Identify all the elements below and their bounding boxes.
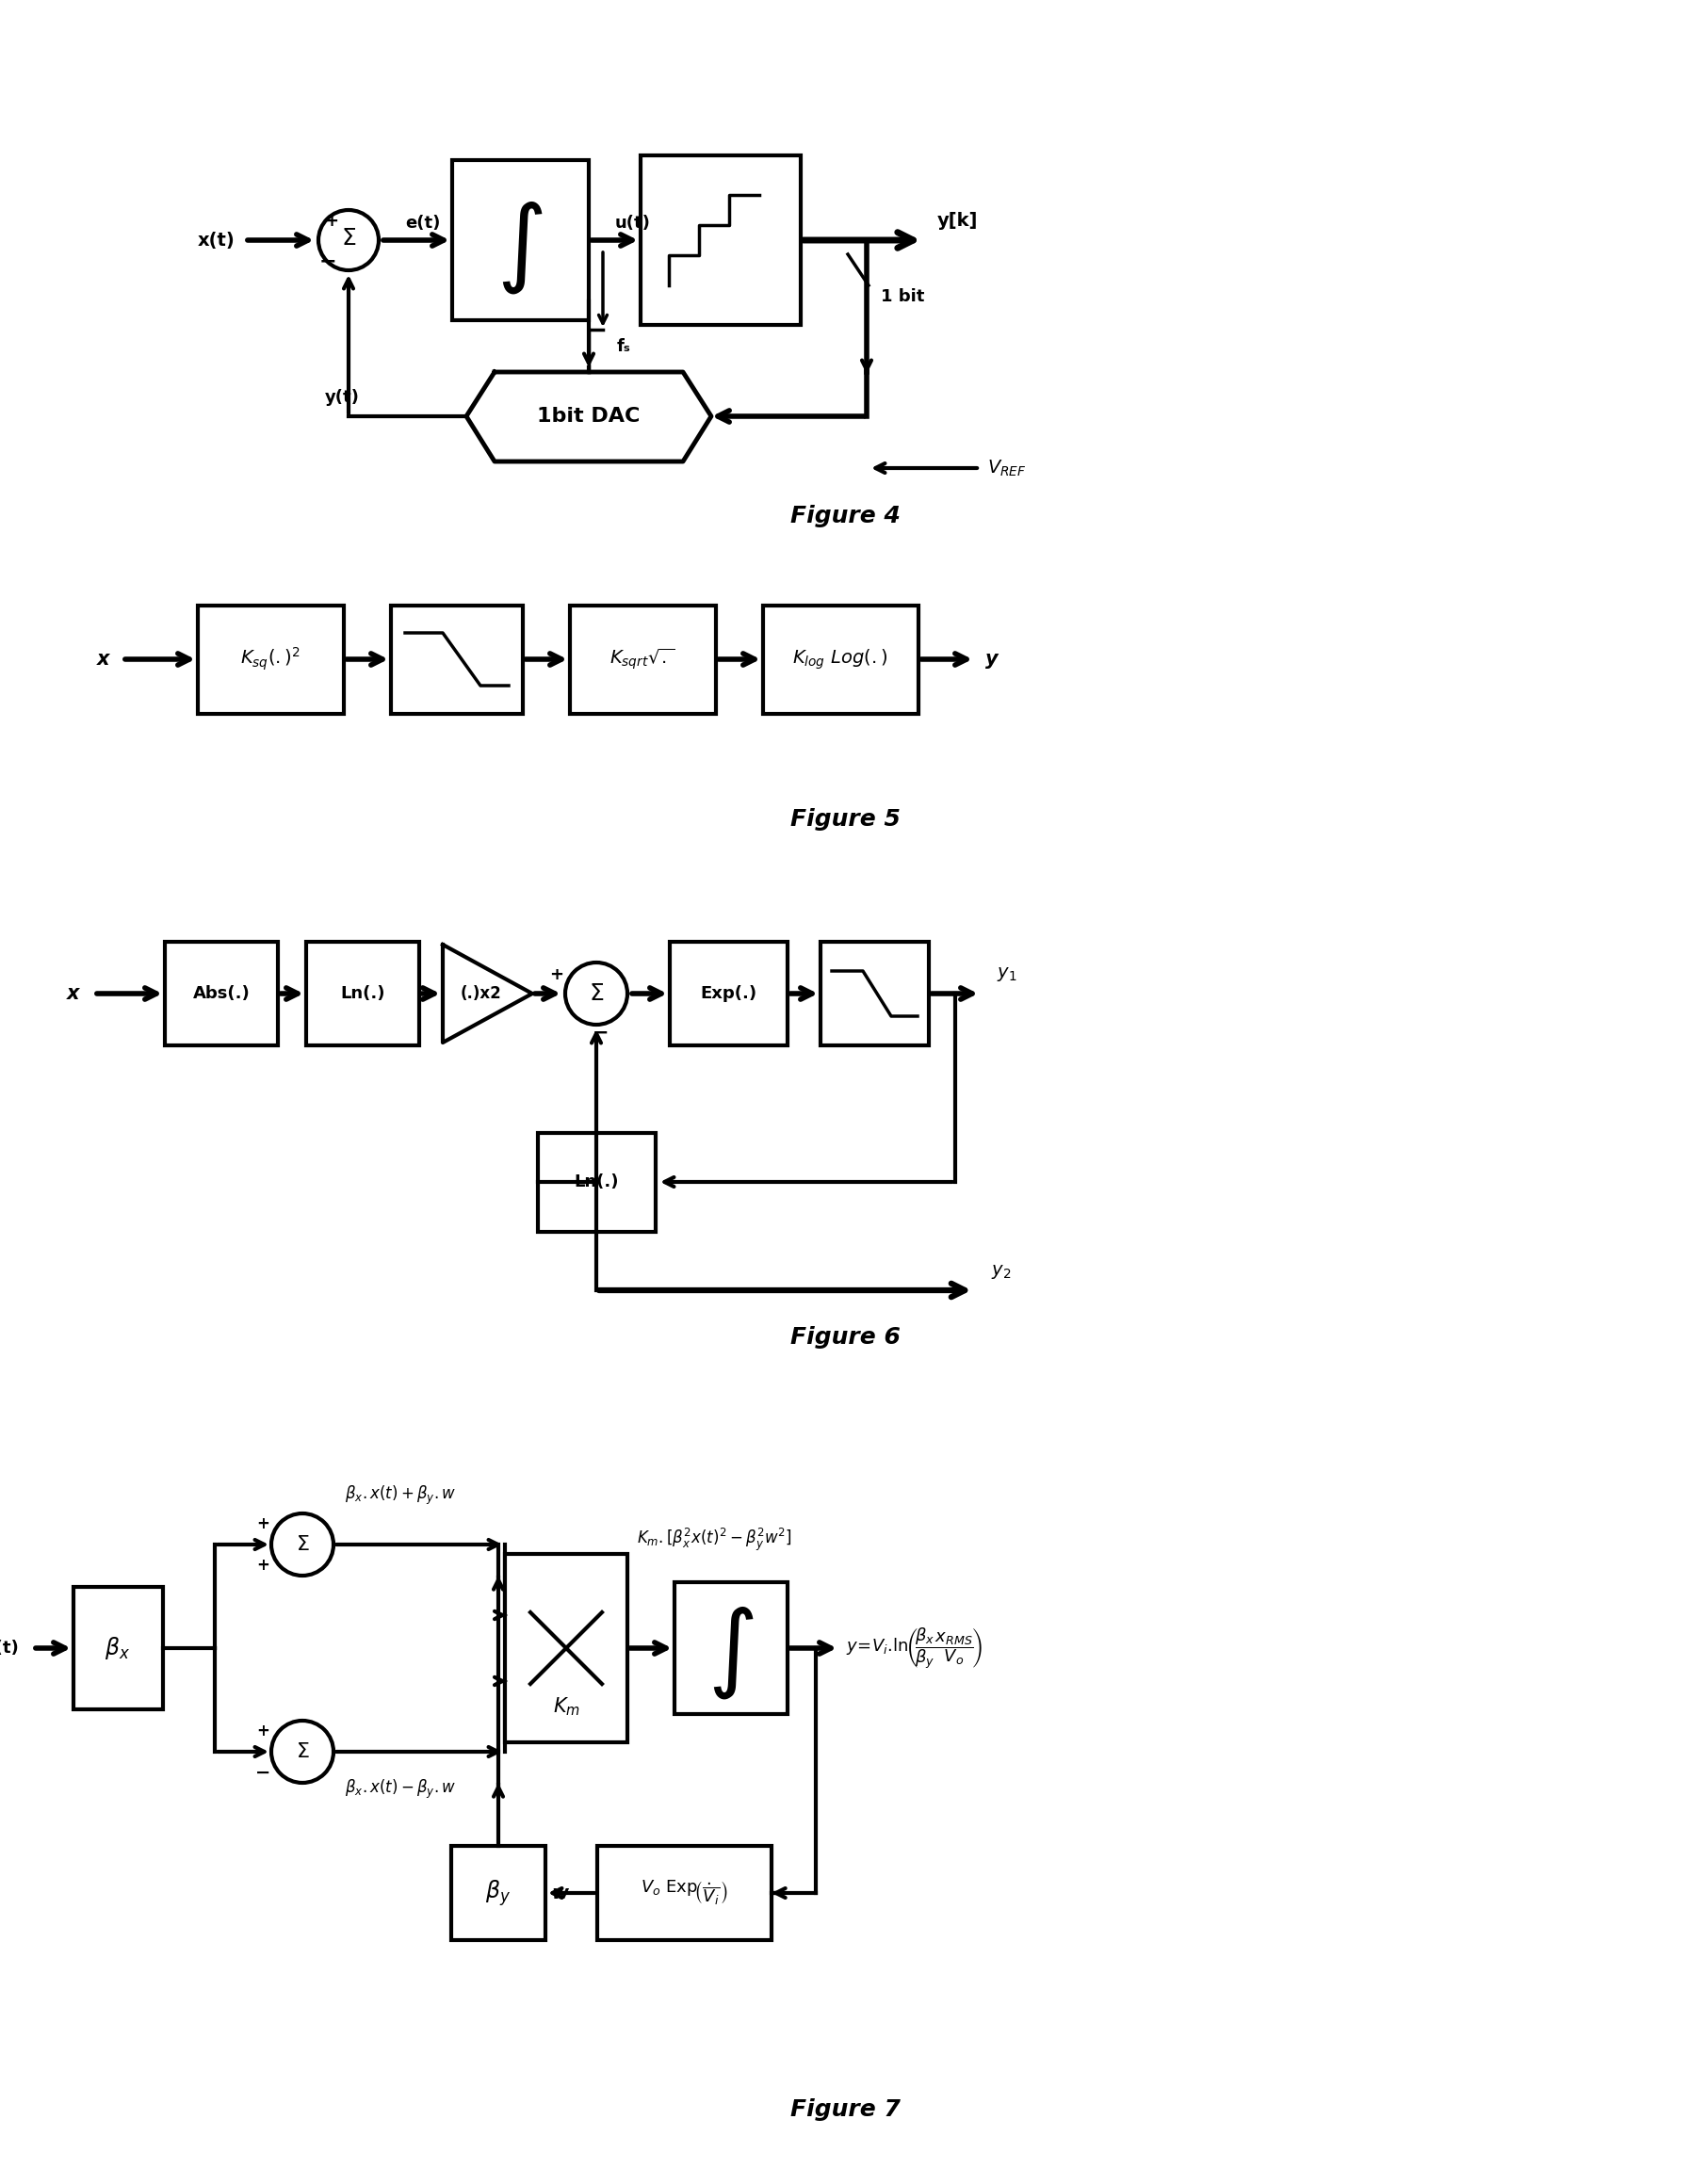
Text: $\Sigma$: $\Sigma$ bbox=[341, 227, 357, 249]
Bar bbox=[73, 1588, 162, 1710]
Bar bbox=[641, 155, 801, 325]
Text: u(t): u(t) bbox=[615, 214, 651, 232]
Text: $K_{log}\ Log(.)$: $K_{log}\ Log(.)$ bbox=[793, 646, 887, 670]
Text: Figure 4: Figure 4 bbox=[789, 505, 901, 526]
Bar bbox=[166, 941, 277, 1046]
Text: $y\!=\!V_i.\!\ln\!\!\left(\!\dfrac{\beta_x}{\beta_y}\dfrac{x_{RMS}}{V_o}\!\right: $y\!=\!V_i.\!\ln\!\!\left(\!\dfrac{\beta… bbox=[847, 1625, 982, 1671]
Text: $K_m.[\beta_x^2x(t)^2-\beta_y^2w^2]$: $K_m.[\beta_x^2x(t)^2-\beta_y^2w^2]$ bbox=[637, 1527, 793, 1553]
Text: Figure 5: Figure 5 bbox=[789, 808, 901, 830]
Text: Abs(.): Abs(.) bbox=[193, 985, 250, 1002]
Text: Figure 6: Figure 6 bbox=[789, 1326, 901, 1350]
Text: +: + bbox=[324, 212, 338, 229]
Text: y[k]: y[k] bbox=[938, 212, 979, 229]
Text: $K_{sqrt}\sqrt{.}$: $K_{sqrt}\sqrt{.}$ bbox=[610, 646, 674, 673]
Bar bbox=[669, 941, 788, 1046]
Text: +: + bbox=[257, 1516, 269, 1533]
Text: x(t): x(t) bbox=[198, 232, 235, 249]
Text: y(t): y(t) bbox=[324, 389, 360, 406]
Bar bbox=[390, 605, 522, 714]
Text: $y_2$: $y_2$ bbox=[990, 1262, 1011, 1280]
Bar bbox=[306, 941, 419, 1046]
Text: x: x bbox=[98, 651, 110, 668]
Bar bbox=[821, 941, 930, 1046]
Bar bbox=[537, 1133, 656, 1232]
Text: $\int$: $\int$ bbox=[708, 1605, 754, 1701]
Bar bbox=[597, 1845, 772, 1939]
Text: w: w bbox=[551, 1885, 568, 1902]
Bar bbox=[453, 159, 588, 321]
Text: $\int$: $\int$ bbox=[497, 199, 542, 297]
Text: $K_m$: $K_m$ bbox=[553, 1695, 580, 1717]
Text: $K_{sq}(.)^2$: $K_{sq}(.)^2$ bbox=[240, 646, 301, 673]
Bar bbox=[764, 605, 918, 714]
Text: $\beta_x.x(t)+\beta_y.w$: $\beta_x.x(t)+\beta_y.w$ bbox=[345, 1485, 456, 1507]
Text: Figure 7: Figure 7 bbox=[789, 2099, 901, 2121]
Text: +: + bbox=[257, 1557, 269, 1575]
Text: $\beta_x.x(t)-\beta_y.w$: $\beta_x.x(t)-\beta_y.w$ bbox=[345, 1778, 456, 1802]
Text: $\beta_x$: $\beta_x$ bbox=[105, 1636, 130, 1662]
Text: +: + bbox=[257, 1723, 269, 1738]
Text: +: + bbox=[549, 965, 564, 983]
Text: 1 bit: 1 bit bbox=[880, 288, 924, 306]
Text: 1bit DAC: 1bit DAC bbox=[537, 406, 641, 426]
Text: y: y bbox=[985, 651, 999, 668]
Text: x(t): x(t) bbox=[0, 1640, 19, 1658]
Text: $V_{REF}$: $V_{REF}$ bbox=[987, 459, 1026, 478]
Text: $\Sigma$: $\Sigma$ bbox=[296, 1535, 309, 1555]
Bar bbox=[451, 1845, 546, 1939]
Text: −: − bbox=[319, 251, 336, 271]
Text: Ln(.): Ln(.) bbox=[575, 1173, 619, 1190]
Text: −: − bbox=[593, 1024, 610, 1042]
Text: $V_o\ \mathrm{Exp}\!\left(\dfrac{.}{V_i}\right)$: $V_o\ \mathrm{Exp}\!\left(\dfrac{.}{V_i}… bbox=[641, 1878, 728, 1907]
Bar bbox=[570, 605, 717, 714]
Text: Ln(.): Ln(.) bbox=[340, 985, 385, 1002]
Bar bbox=[198, 605, 343, 714]
Text: (.)x2: (.)x2 bbox=[460, 985, 500, 1002]
Text: $y_1$: $y_1$ bbox=[997, 965, 1017, 983]
Text: $\Sigma$: $\Sigma$ bbox=[296, 1743, 309, 1760]
Text: Exp(.): Exp(.) bbox=[700, 985, 757, 1002]
Text: e(t): e(t) bbox=[406, 214, 441, 232]
Text: x: x bbox=[68, 985, 79, 1002]
Text: fₛ: fₛ bbox=[617, 339, 630, 356]
Bar bbox=[674, 1581, 788, 1714]
Text: $\beta_y$: $\beta_y$ bbox=[485, 1878, 510, 1909]
Text: $\Sigma$: $\Sigma$ bbox=[588, 983, 603, 1005]
Text: −: − bbox=[255, 1762, 270, 1782]
Bar bbox=[505, 1555, 627, 1743]
